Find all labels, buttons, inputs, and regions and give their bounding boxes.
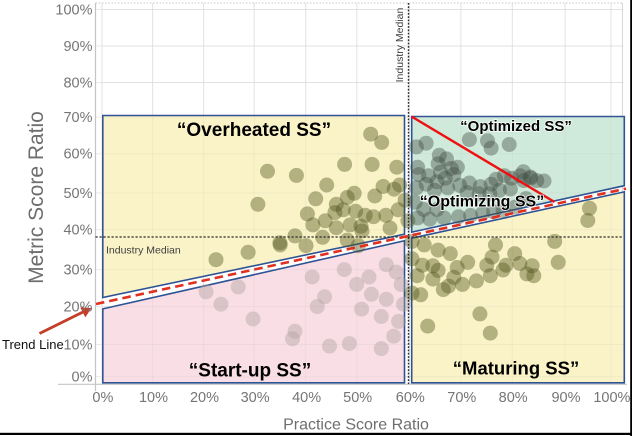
svg-text:0%: 0% [92,390,113,406]
svg-text:“Overheated SS”: “Overheated SS” [177,120,331,141]
svg-text:100%: 100% [593,390,630,406]
svg-text:10%: 10% [139,390,168,406]
svg-text:“Start-up SS”: “Start-up SS” [189,361,311,382]
svg-text:10%: 10% [63,338,92,354]
svg-text:“Optimizing SS”: “Optimizing SS” [420,194,544,211]
svg-text:Industry Median: Industry Median [106,245,181,257]
svg-text:60%: 60% [63,147,92,163]
svg-text:30%: 30% [241,390,270,406]
svg-text:30%: 30% [63,263,92,279]
svg-text:70%: 70% [63,110,92,126]
svg-text:“Optimized SS”: “Optimized SS” [460,118,572,135]
svg-text:Practice Score Ratio: Practice Score Ratio [283,417,429,434]
svg-text:20%: 20% [190,390,219,406]
svg-text:0%: 0% [72,370,93,386]
svg-text:80%: 80% [63,76,92,92]
svg-text:50%: 50% [63,186,92,202]
svg-text:“Maturing SS”: “Maturing SS” [453,358,579,379]
svg-text:80%: 80% [499,390,528,406]
svg-text:Industry Median: Industry Median [394,7,406,82]
svg-text:20%: 20% [63,300,92,316]
svg-text:100%: 100% [55,3,92,19]
svg-text:50%: 50% [343,390,372,406]
svg-text:70%: 70% [447,390,476,406]
svg-text:90%: 90% [551,390,580,406]
svg-text:90%: 90% [63,39,92,55]
svg-text:40%: 40% [292,390,321,406]
svg-text:40%: 40% [63,223,92,239]
svg-text:Metric Score Ratio: Metric Score Ratio [25,111,48,284]
svg-text:Trend Line: Trend Line [2,337,64,352]
svg-text:60%: 60% [396,390,425,406]
